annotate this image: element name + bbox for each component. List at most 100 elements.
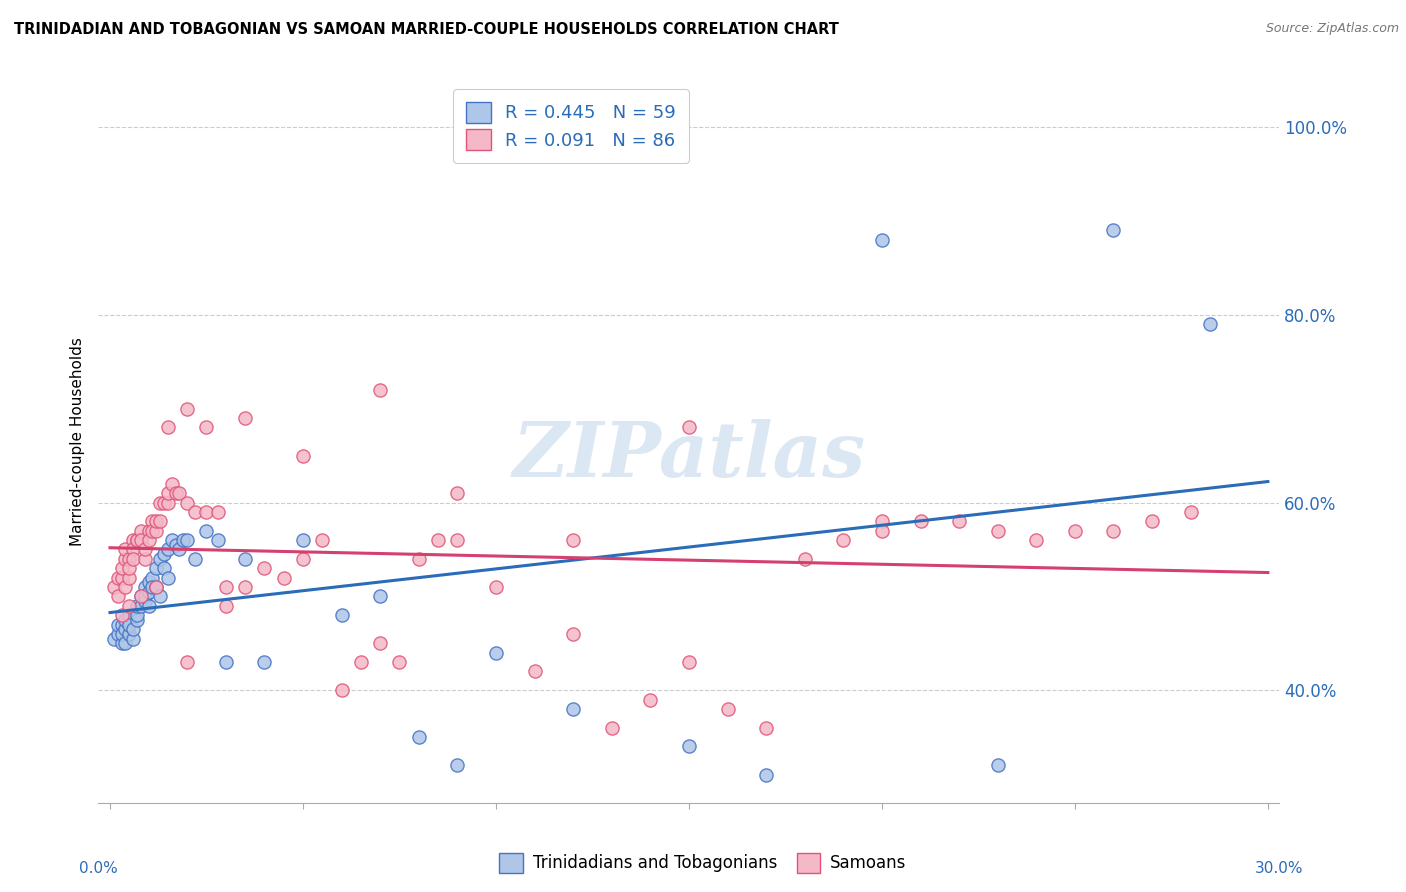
Point: [156, 486, 179, 500]
Point: [253, 655, 276, 669]
Point: [156, 542, 179, 557]
Point: [755, 767, 778, 781]
Point: [118, 627, 141, 641]
Point: [129, 524, 152, 538]
Point: [141, 580, 163, 594]
Point: [368, 636, 391, 650]
Point: [870, 524, 893, 538]
Point: [129, 533, 152, 547]
Point: [169, 542, 191, 557]
Point: [134, 551, 156, 566]
Point: [640, 692, 662, 706]
Point: [215, 655, 238, 669]
Point: [408, 551, 430, 566]
Point: [1199, 318, 1222, 332]
Point: [107, 590, 129, 604]
Point: [485, 580, 508, 594]
Point: [141, 571, 163, 585]
Point: [118, 608, 141, 623]
Point: [207, 505, 229, 519]
Point: [291, 551, 314, 566]
Point: [118, 571, 141, 585]
Point: [1102, 524, 1125, 538]
Point: [110, 636, 132, 650]
Point: [172, 533, 194, 547]
Point: [107, 571, 129, 585]
Point: [291, 533, 314, 547]
Point: [215, 580, 238, 594]
Point: [114, 636, 136, 650]
Point: [987, 524, 1010, 538]
Point: [110, 571, 132, 585]
Text: Source: ZipAtlas.com: Source: ZipAtlas.com: [1265, 22, 1399, 36]
Text: TRINIDADIAN AND TOBAGONIAN VS SAMOAN MARRIED-COUPLE HOUSEHOLDS CORRELATION CHART: TRINIDADIAN AND TOBAGONIAN VS SAMOAN MAR…: [14, 22, 839, 37]
Point: [103, 580, 125, 594]
Point: [129, 599, 152, 613]
Point: [176, 655, 198, 669]
Point: [153, 547, 176, 561]
Point: [145, 524, 167, 538]
Point: [910, 514, 932, 528]
Point: [253, 561, 276, 575]
Point: [678, 655, 700, 669]
Point: [153, 495, 176, 509]
Point: [388, 655, 411, 669]
Point: [156, 420, 179, 434]
Point: [678, 739, 700, 754]
Point: [184, 551, 207, 566]
Point: [165, 486, 187, 500]
Point: [195, 524, 218, 538]
Point: [138, 599, 160, 613]
Point: [114, 622, 136, 636]
Point: [134, 590, 156, 604]
Point: [149, 495, 172, 509]
Point: [153, 561, 176, 575]
Point: [755, 721, 778, 735]
Point: [562, 533, 585, 547]
Point: [118, 551, 141, 566]
Point: [195, 505, 218, 519]
Point: [184, 505, 207, 519]
Point: [125, 599, 148, 613]
Point: [870, 233, 893, 247]
Point: [122, 542, 145, 557]
Point: [118, 617, 141, 632]
Point: [233, 551, 256, 566]
Text: 30.0%: 30.0%: [1256, 861, 1303, 876]
Point: [138, 524, 160, 538]
Point: [562, 702, 585, 716]
Point: [138, 575, 160, 590]
Point: [145, 514, 167, 528]
Point: [233, 411, 256, 425]
Point: [446, 758, 468, 772]
Point: [114, 542, 136, 557]
Point: [145, 580, 167, 594]
Point: [207, 533, 229, 547]
Point: [176, 495, 198, 509]
Point: [446, 533, 468, 547]
Point: [122, 632, 145, 646]
Point: [195, 420, 218, 434]
Point: [233, 580, 256, 594]
Point: [408, 730, 430, 744]
Point: [176, 533, 198, 547]
Point: [793, 551, 815, 566]
Point: [122, 622, 145, 636]
Point: [169, 486, 191, 500]
Y-axis label: Married-couple Households: Married-couple Households: [69, 337, 84, 546]
Point: [114, 613, 136, 627]
Point: [600, 721, 623, 735]
Point: [291, 449, 314, 463]
Point: [145, 580, 167, 594]
Point: [149, 590, 172, 604]
Legend: Trinidadians and Tobagonians, Samoans: Trinidadians and Tobagonians, Samoans: [492, 847, 914, 880]
Point: [114, 551, 136, 566]
Point: [368, 383, 391, 397]
Point: [987, 758, 1010, 772]
Point: [138, 584, 160, 599]
Point: [110, 617, 132, 632]
Point: [678, 420, 700, 434]
Point: [141, 524, 163, 538]
Point: [134, 594, 156, 608]
Point: [160, 476, 183, 491]
